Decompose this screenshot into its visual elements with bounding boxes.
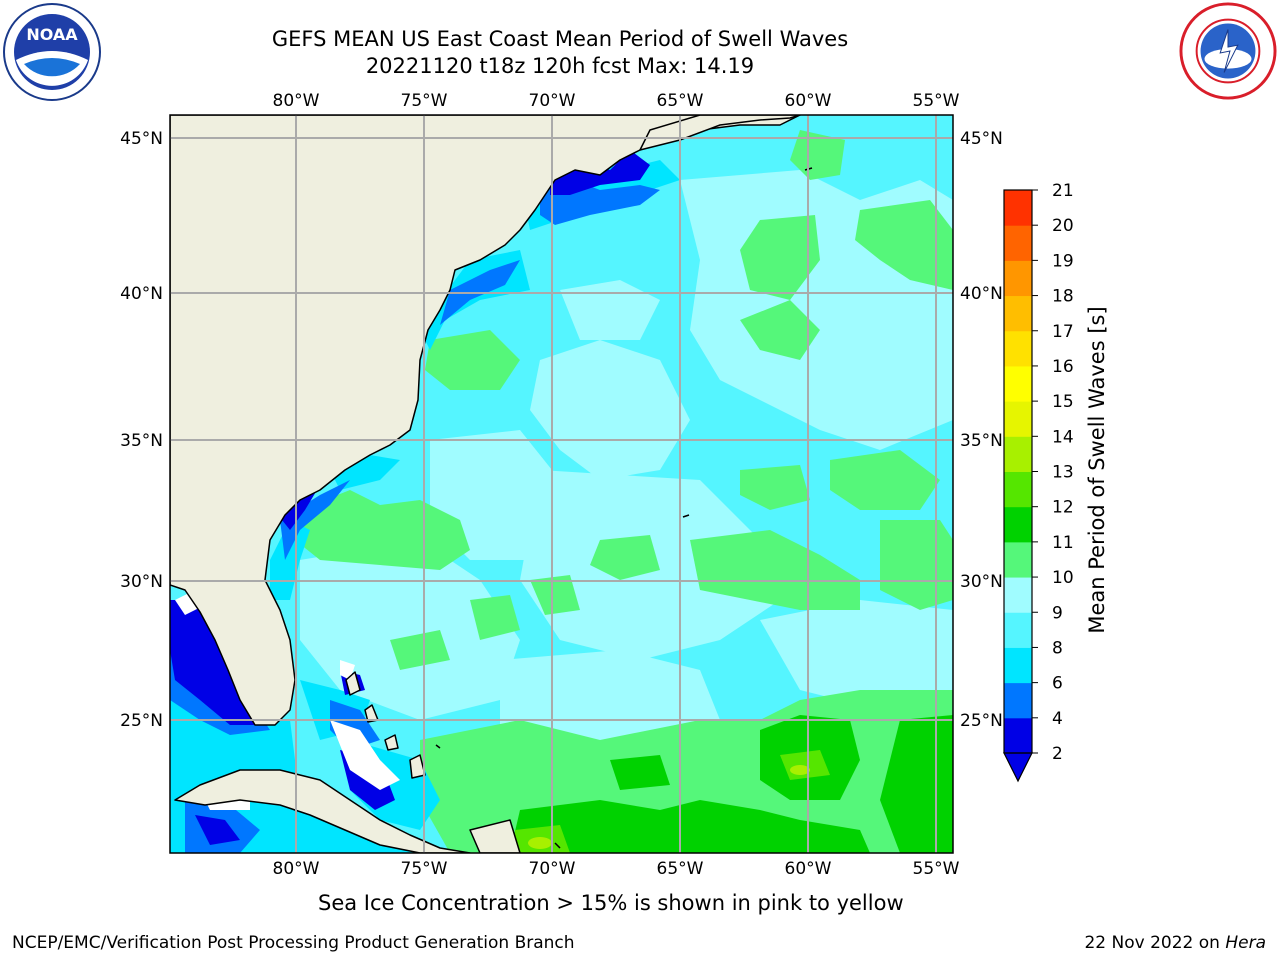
lon-ticks-bottom: 80°W 75°W 70°W 65°W 60°W 55°W	[273, 859, 960, 879]
colorbar-under-extension	[1003, 752, 1033, 783]
colorbar-segment	[1004, 717, 1032, 754]
colorbar-tick-label: 20	[1052, 216, 1074, 236]
colorbar-tick-label: 10	[1052, 568, 1074, 588]
colorbar-tick-label: 21	[1052, 181, 1074, 201]
lon-tick-bottom: 65°W	[657, 859, 704, 879]
nws-logo	[1179, 2, 1277, 100]
map-frame	[169, 114, 954, 854]
colorbar-tick-label: 8	[1052, 638, 1063, 658]
colorbar-segment	[1004, 612, 1032, 648]
machine-name: Hera	[1225, 933, 1266, 953]
colorbar-tick-label: 4	[1052, 709, 1063, 729]
colorbar-segment	[1004, 506, 1032, 543]
lon-tick-top: 80°W	[273, 91, 320, 111]
colorbar-tick-label: 9	[1052, 603, 1063, 623]
lat-ticks-right: 45°N 40°N 35°N 30°N 25°N	[960, 129, 1003, 731]
producer-credit: NCEP/EMC/Verification Post Processing Pr…	[12, 933, 575, 953]
lat-tick-left: 30°N	[120, 572, 163, 592]
lat-tick-left: 45°N	[120, 129, 163, 149]
swell-11-13s-patches	[515, 750, 830, 853]
lat-tick-left: 40°N	[120, 284, 163, 304]
sea-ice-footnote: Sea Ice Concentration > 15% is shown in …	[318, 891, 904, 915]
lat-ticks-left: 45°N 40°N 35°N 30°N 25°N	[120, 129, 163, 731]
colorbar: 2 4 6 8 9 10 11 12 13 14 15 16 17 18 19 20 21	[1003, 181, 1074, 783]
colorbar-tick-label: 11	[1052, 533, 1074, 553]
lon-tick-top: 55°W	[913, 91, 960, 111]
map-gridlines	[170, 115, 953, 853]
colorbar-tick-label: 6	[1052, 674, 1063, 694]
lon-tick-top: 75°W	[401, 91, 448, 111]
colorbar-segment	[1004, 436, 1032, 472]
chart-title: GEFS MEAN US East Coast Mean Period of S…	[271, 27, 849, 51]
colorbar-tick-label: 17	[1052, 322, 1074, 342]
map-area	[170, 115, 953, 853]
colorbar-segment	[1004, 541, 1032, 578]
lat-tick-left: 25°N	[120, 711, 163, 731]
colorbar-segment	[1004, 190, 1032, 226]
colorbar-segment	[1004, 260, 1032, 297]
colorbar-segment	[1004, 471, 1032, 508]
colorbar-label: Mean Period of Swell Waves [s]	[1085, 306, 1109, 634]
lat-tick-right: 40°N	[960, 284, 1003, 304]
lat-tick-right: 35°N	[960, 431, 1003, 451]
colorbar-segment	[1004, 401, 1032, 437]
run-date-credit: 22 Nov 2022 on Hera	[1084, 933, 1266, 953]
lon-tick-bottom: 70°W	[529, 859, 576, 879]
lat-tick-right: 25°N	[960, 711, 1003, 731]
island-outlines	[435, 167, 813, 849]
lon-tick-top: 70°W	[529, 91, 576, 111]
swell-10-11s-region	[510, 715, 953, 853]
lon-tick-bottom: 75°W	[401, 859, 448, 879]
lon-tick-top: 65°W	[657, 91, 704, 111]
colorbar-segment	[1004, 330, 1032, 367]
colorbar-tick-label: 14	[1052, 427, 1074, 447]
lat-tick-right: 30°N	[960, 572, 1003, 592]
colorbar-tick-label: 16	[1052, 357, 1074, 377]
colorbar-tick-label: 2	[1052, 744, 1063, 764]
colorbar-tick-label: 18	[1052, 287, 1074, 307]
lon-ticks-top: 80°W 75°W 70°W 65°W 60°W 55°W	[273, 91, 960, 111]
colorbar-tick-label: 15	[1052, 392, 1074, 412]
lon-tick-bottom: 80°W	[273, 859, 320, 879]
lon-tick-top: 60°W	[785, 91, 832, 111]
colorbar-segment	[1004, 225, 1032, 261]
colorbar-segment	[1004, 682, 1032, 719]
svg-text:NOAA: NOAA	[26, 25, 78, 44]
colorbar-segment	[1004, 365, 1032, 402]
colorbar-segment	[1004, 577, 1032, 613]
chart-subtitle: 20221120 t18z 120h fcst Max: 14.19	[365, 54, 755, 78]
lon-tick-bottom: 60°W	[785, 859, 832, 879]
lat-tick-right: 45°N	[960, 129, 1003, 149]
lat-tick-left: 35°N	[120, 431, 163, 451]
colorbar-tick-label: 12	[1052, 498, 1074, 518]
noaa-logo: NOAA	[3, 3, 101, 101]
colorbar-tick-label: 19	[1052, 251, 1074, 271]
colorbar-segment	[1004, 647, 1032, 684]
run-date: 22 Nov 2022 on	[1084, 933, 1226, 953]
colorbar-segment	[1004, 295, 1032, 332]
lon-tick-bottom: 55°W	[913, 859, 960, 879]
colorbar-tick-label: 13	[1052, 463, 1074, 483]
